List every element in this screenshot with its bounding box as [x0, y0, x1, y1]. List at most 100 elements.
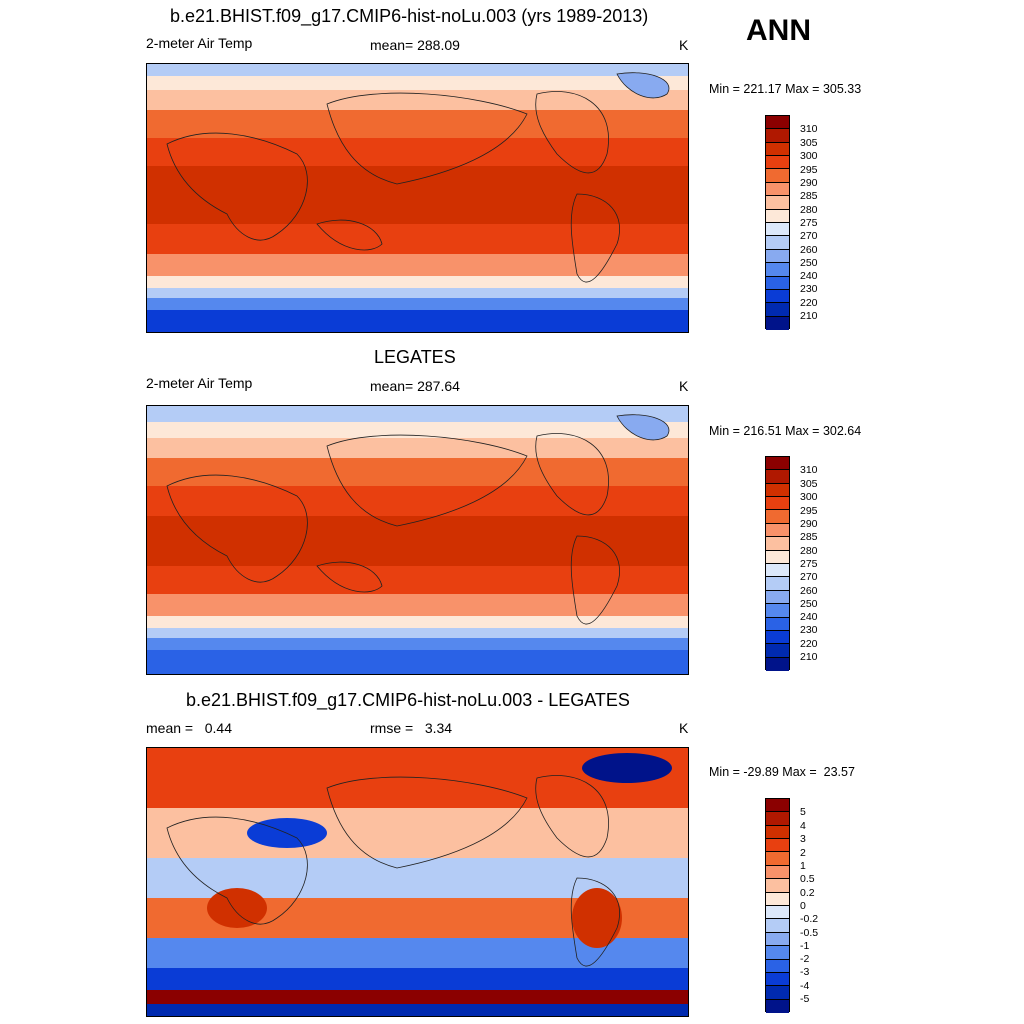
panel3-colorbar-swatch	[766, 960, 789, 973]
panel2-colorbar-label: 240	[800, 611, 818, 623]
panel3-colorbar-swatch	[766, 973, 789, 986]
panel3-mean-label: mean = 0.44	[146, 720, 233, 736]
panel1-colorbar-swatch	[766, 143, 789, 156]
panel1-minmax: Min = 221.17 Max = 305.33	[709, 82, 862, 96]
panel2-colorbar-label: 250	[800, 598, 818, 610]
panel3-colorbar-label: -3	[800, 966, 810, 978]
panel1-colorbar-label: 240	[800, 270, 818, 282]
panel1-colorbar-label: 250	[800, 257, 818, 269]
panel1-colorbar-label: 220	[800, 297, 818, 309]
panel2-colorbar-swatch	[766, 484, 789, 497]
panel1-colorbar-swatch	[766, 196, 789, 210]
season-label: ANN	[746, 14, 811, 47]
panel1-colorbar-label: 310	[800, 123, 818, 135]
panel3-colorbar	[765, 798, 790, 1013]
panel1-colorbar-swatch	[766, 277, 789, 290]
panel3-colorbar-swatch	[766, 906, 789, 919]
panel2-colorbar-swatch	[766, 591, 789, 604]
panel1-colorbar-swatch	[766, 210, 789, 223]
panel3-title: b.e21.BHIST.f09_g17.CMIP6-hist-noLu.003 …	[186, 690, 630, 710]
panel3-colorbar-swatch	[766, 866, 789, 879]
panel2-colorbar-swatch	[766, 551, 789, 564]
panel1-colorbar-swatch	[766, 263, 789, 277]
panel1-mean-label: mean= 288.09	[370, 37, 460, 53]
panel3-colorbar-swatch	[766, 826, 789, 839]
panel2-colorbar-label: 210	[800, 651, 818, 663]
panel3-colorbar-label: 1	[800, 860, 806, 872]
panel2-colorbar-swatch	[766, 457, 789, 470]
panel3-colorbar-label: 0	[800, 900, 806, 912]
panel2-colorbar-label: 280	[800, 545, 818, 557]
panel3-colorbar-swatch	[766, 986, 789, 1000]
panel2-colorbar-label: 295	[800, 505, 818, 517]
panel3-colorbar-swatch	[766, 839, 789, 852]
panel1-colorbar-swatch	[766, 236, 789, 250]
panel2-colorbar-swatch	[766, 618, 789, 631]
panel2-colorbar-swatch	[766, 644, 789, 658]
panel1-colorbar-swatch	[766, 250, 789, 263]
panel1-colorbar-label: 305	[800, 137, 818, 149]
panel3-colorbar-swatch	[766, 893, 789, 906]
panel2-colorbar-label: 290	[800, 518, 818, 530]
panel2-title: LEGATES	[374, 347, 456, 367]
panel1-colorbar-label: 295	[800, 164, 818, 176]
panel2-colorbar-swatch	[766, 631, 789, 644]
panel2-obs-map	[146, 405, 689, 675]
panel3-colorbar-label: -4	[800, 980, 810, 992]
panel3-colorbar-label: 5	[800, 806, 806, 818]
panel2-colorbar-label: 305	[800, 478, 818, 490]
panel1-colorbar-label: 260	[800, 244, 818, 256]
panel1-colorbar-swatch	[766, 223, 789, 236]
panel1-colorbar-label: 280	[800, 204, 818, 216]
panel3-colorbar-label: 0.2	[800, 887, 815, 899]
panel2-colorbar	[765, 456, 790, 671]
panel1-colorbar-swatch	[766, 156, 789, 169]
panel1-map-graphic	[147, 64, 688, 332]
panel1-colorbar-swatch	[766, 183, 789, 196]
panel3-map-graphic	[147, 748, 688, 1016]
panel3-colorbar-swatch	[766, 879, 789, 893]
panel1-colorbar-swatch	[766, 303, 789, 317]
panel1-colorbar-label: 290	[800, 177, 818, 189]
panel2-colorbar-swatch	[766, 537, 789, 551]
panel2-colorbar-swatch	[766, 577, 789, 591]
panel3-colorbar-swatch	[766, 1000, 789, 1013]
panel1-colorbar-swatch	[766, 129, 789, 143]
panel1-colorbar	[765, 115, 790, 330]
panel1-colorbar-swatch	[766, 169, 789, 183]
panel1-colorbar-swatch	[766, 317, 789, 330]
panel3-units: K	[679, 720, 689, 736]
panel1-title: b.e21.BHIST.f09_g17.CMIP6-hist-noLu.003 …	[170, 6, 649, 26]
panel1-colorbar-swatch	[766, 116, 789, 129]
panel3-colorbar-swatch	[766, 933, 789, 946]
panel2-colorbar-label: 300	[800, 491, 818, 503]
panel3-colorbar-label: -0.2	[800, 913, 819, 925]
panel2-map-graphic	[147, 406, 688, 674]
panel1-variable-label: 2-meter Air Temp	[146, 35, 253, 51]
panel1-colorbar-label: 300	[800, 150, 818, 162]
panel2-colorbar-swatch	[766, 470, 789, 484]
panel3-colorbar-label: 0.5	[800, 873, 815, 885]
panel2-colorbar-label: 310	[800, 464, 818, 476]
panel2-units: K	[679, 378, 689, 394]
panel3-colorbar-label: -2	[800, 953, 810, 965]
panel3-colorbar-swatch	[766, 799, 789, 812]
panel1-model-map	[146, 63, 689, 333]
panel3-colorbar-swatch	[766, 812, 789, 826]
panel2-colorbar-label: 230	[800, 624, 818, 636]
panel3-colorbar-label: -1	[800, 940, 810, 952]
panel2-colorbar-swatch	[766, 658, 789, 671]
panel2-colorbar-swatch	[766, 524, 789, 537]
panel3-colorbar-swatch	[766, 919, 789, 933]
panel2-mean-label: mean= 287.64	[370, 378, 460, 394]
panel1-colorbar-label: 230	[800, 283, 818, 295]
panel3-colorbar-label: -0.5	[800, 927, 819, 939]
panel2-colorbar-label: 275	[800, 558, 818, 570]
panel3-colorbar-label: 3	[800, 833, 806, 845]
panel3-colorbar-label: 4	[800, 820, 806, 832]
panel2-colorbar-swatch	[766, 497, 789, 510]
panel2-variable-label: 2-meter Air Temp	[146, 375, 253, 391]
panel3-colorbar-swatch	[766, 946, 789, 960]
panel2-colorbar-label: 285	[800, 531, 818, 543]
panel3-colorbar-swatch	[766, 852, 789, 866]
